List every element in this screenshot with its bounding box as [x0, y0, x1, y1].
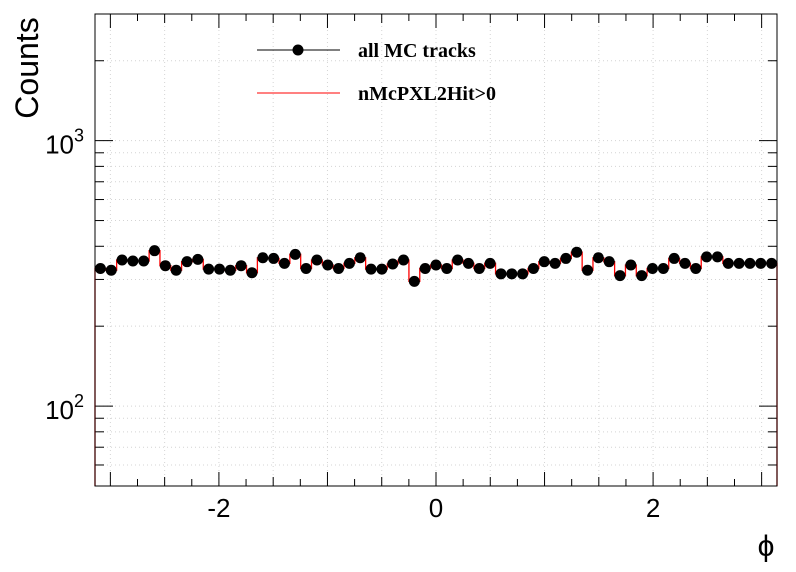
- data-point: [127, 255, 139, 267]
- data-point: [311, 254, 323, 266]
- data-point: [116, 254, 128, 266]
- data-point: [322, 259, 334, 271]
- data-point: [224, 264, 236, 276]
- data-point: [560, 252, 572, 264]
- data-point: [473, 262, 485, 274]
- data-point: [268, 252, 280, 264]
- data-point: [549, 257, 561, 269]
- data-point: [657, 262, 669, 274]
- data-point: [289, 248, 301, 260]
- x-axis-label: ϕ: [758, 530, 775, 563]
- data-point: [495, 268, 507, 280]
- data-point: [462, 257, 474, 269]
- data-point: [538, 256, 550, 268]
- data-point: [333, 262, 345, 274]
- data-point: [138, 255, 150, 267]
- data-point: [625, 259, 637, 271]
- data-point: [213, 263, 225, 275]
- data-point: [592, 252, 604, 264]
- data-point: [94, 262, 106, 274]
- y-tick-label: 103: [45, 126, 84, 160]
- plot-frame: [94, 13, 778, 487]
- marker-series: [94, 245, 778, 287]
- y-tick-label: 102: [45, 391, 84, 425]
- data-point: [766, 257, 778, 269]
- data-point: [387, 258, 399, 270]
- data-point: [614, 270, 626, 282]
- data-point: [636, 270, 648, 282]
- data-point: [484, 257, 496, 269]
- data-point: [603, 256, 615, 268]
- legend: all MC tracks nMcPXL2Hit>0: [257, 40, 496, 105]
- legend-label-all-mc: all MC tracks: [358, 40, 476, 62]
- data-point: [376, 263, 388, 275]
- y-tick-label-base: 10: [45, 130, 74, 160]
- data-point: [582, 264, 594, 276]
- x-tick-label: -2: [207, 493, 230, 523]
- data-point: [170, 264, 182, 276]
- data-point: [149, 245, 161, 257]
- y-tick-label-base: 10: [45, 395, 74, 425]
- data-point: [647, 262, 659, 274]
- data-point: [159, 260, 171, 272]
- data-point: [105, 264, 117, 276]
- y-tick-label-exponent: 2: [74, 391, 84, 411]
- data-point: [257, 252, 269, 264]
- data-point: [419, 262, 431, 274]
- data-point: [300, 262, 312, 274]
- data-point: [701, 251, 713, 263]
- data-point: [711, 251, 723, 263]
- x-tick-label: 2: [646, 493, 660, 523]
- data-point: [235, 260, 247, 272]
- data-point: [354, 252, 366, 264]
- y-tick-label-exponent: 3: [74, 126, 84, 146]
- data-point: [733, 257, 745, 269]
- data-point: [398, 254, 410, 266]
- data-point: [365, 263, 377, 275]
- data-point: [246, 267, 258, 279]
- data-point: [722, 257, 734, 269]
- data-point: [452, 254, 464, 266]
- legend-marker-icon: [292, 44, 304, 56]
- legend-label-pxl2: nMcPXL2Hit>0: [358, 83, 496, 105]
- data-point: [181, 256, 193, 268]
- data-point: [527, 262, 539, 274]
- axis-ticks: [95, 13, 777, 487]
- data-point: [203, 263, 215, 275]
- data-point: [506, 268, 518, 280]
- data-point: [668, 252, 680, 264]
- x-tick-labels: -2 0 2: [207, 493, 660, 523]
- data-point: [441, 262, 453, 274]
- data-point: [755, 257, 767, 269]
- data-point: [571, 246, 583, 258]
- data-point: [679, 257, 691, 269]
- data-point: [744, 257, 756, 269]
- data-point: [278, 257, 290, 269]
- data-point: [192, 253, 204, 265]
- data-point: [343, 257, 355, 269]
- data-point: [408, 275, 420, 287]
- data-point: [430, 259, 442, 271]
- data-point: [690, 262, 702, 274]
- x-tick-label: 0: [429, 493, 443, 523]
- data-point: [517, 268, 529, 280]
- y-axis-label: Counts: [9, 17, 45, 118]
